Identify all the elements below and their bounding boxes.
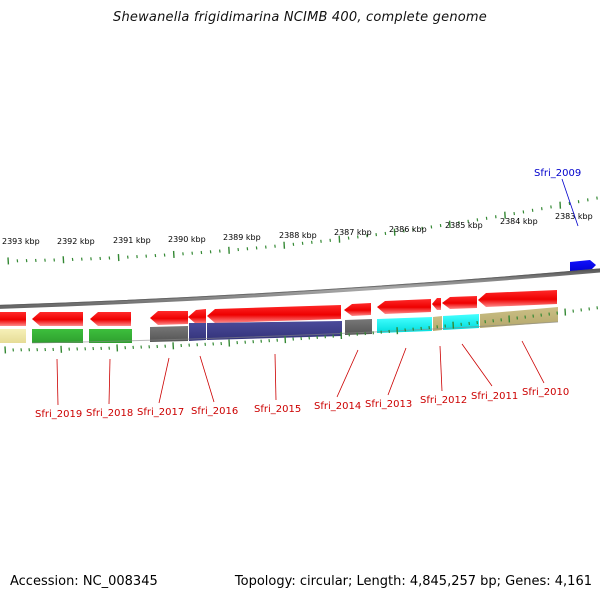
scale-label: 2383 kbp [555,212,593,221]
gene-labels: Sfri_2009 Sfri_2010 Sfri_2011 Sfri_2012 … [35,168,581,420]
scale-labels: 2393 kbp 2392 kbp 2391 kbp 2390 kbp 2389… [2,212,593,246]
gene-arrow-sfri-2016[interactable] [188,309,206,324]
genome-backbone [0,268,600,309]
feature-block-sfri-2014 [345,319,372,335]
leader-sfri-2014 [336,349,359,398]
leader-sfri-2010 [521,340,545,384]
leader-sfri-2018 [108,358,111,405]
leader-sfri-2011 [461,343,493,387]
leader-sfri-2015 [274,353,277,401]
leader-sfri-2019 [56,358,59,406]
gene-label-sfri-2019[interactable]: Sfri_2019 [35,409,82,420]
genome-summary: Topology: circular; Length: 4,845,257 bp… [234,574,592,589]
map-title: Shewanella frigidimarina NCIMB 400, comp… [113,10,487,25]
gene-label-sfri-2014[interactable]: Sfri_2014 [314,401,361,412]
outer-tick-ring [7,196,598,265]
feature-block-sfri-2015 [207,321,342,340]
inner-tick-ring [4,306,598,354]
scale-label: 2389 kbp [223,233,261,242]
leader-sfri-2009 [561,178,579,227]
feature-block-sfri-2019 [32,329,83,343]
feature-block-sfri-2012 [433,316,442,331]
gene-arrow-sfri-2018[interactable] [90,312,131,326]
scale-label: 2386 kbp [389,225,427,234]
gene-label-sfri-2016[interactable]: Sfri_2016 [191,406,238,417]
feature-block-sfri-2017 [150,326,188,342]
gene-arrow-sfri-2014[interactable] [344,303,371,316]
gene-label-sfri-2009[interactable]: Sfri_2009 [534,168,581,179]
gene-label-sfri-2018[interactable]: Sfri_2018 [86,408,133,419]
reverse-strand-genes [0,290,557,326]
gene-label-sfri-2017[interactable]: Sfri_2017 [137,407,184,418]
scale-label: 2384 kbp [500,217,538,226]
gene-label-sfri-2012[interactable]: Sfri_2012 [420,395,467,406]
leader-sfri-2013 [387,347,407,396]
scale-label: 2390 kbp [168,235,206,244]
gene-arrow-sfri-2011[interactable] [442,296,477,309]
gene-label-sfri-2015[interactable]: Sfri_2015 [254,404,301,415]
gene-arrow-sfri-2010[interactable] [478,290,557,307]
gene-arrow-sfri-2012[interactable] [432,298,441,310]
leader-sfri-2016 [199,355,215,403]
gene-arrow-sfri-2015[interactable] [207,305,341,323]
leader-sfri-2012 [439,345,443,392]
leader-sfri-2017 [158,357,170,404]
gene-arrow-sfri-2017[interactable] [150,311,188,325]
scale-label: 2388 kbp [279,231,317,240]
scale-label: 2392 kbp [57,237,95,246]
gene-arrow-sfri-2013[interactable] [377,299,431,314]
feature-block-sfri-2016 [189,323,206,341]
feature-block-sfri-2013 [377,317,432,333]
scale-label: 2387 kbp [334,228,372,237]
gene-label-sfri-2011[interactable]: Sfri_2011 [471,391,518,402]
feature-block-sfri-2011 [443,314,479,330]
gene-arrow-sfri-2019[interactable] [32,312,83,326]
scale-label: 2393 kbp [2,237,40,246]
gene-label-sfri-2010[interactable]: Sfri_2010 [522,387,569,398]
gene-label-sfri-2013[interactable]: Sfri_2013 [365,399,412,410]
feature-block-offscreen [0,329,26,343]
feature-blocks [0,307,559,344]
scale-label: 2385 kbp [445,221,483,230]
feature-block-sfri-2018 [89,329,132,343]
label-leaders [56,178,579,406]
accession-label: Accession: NC_008345 [10,574,158,589]
scale-label: 2391 kbp [113,236,151,245]
gene-arrow-offscreen[interactable] [0,312,26,326]
